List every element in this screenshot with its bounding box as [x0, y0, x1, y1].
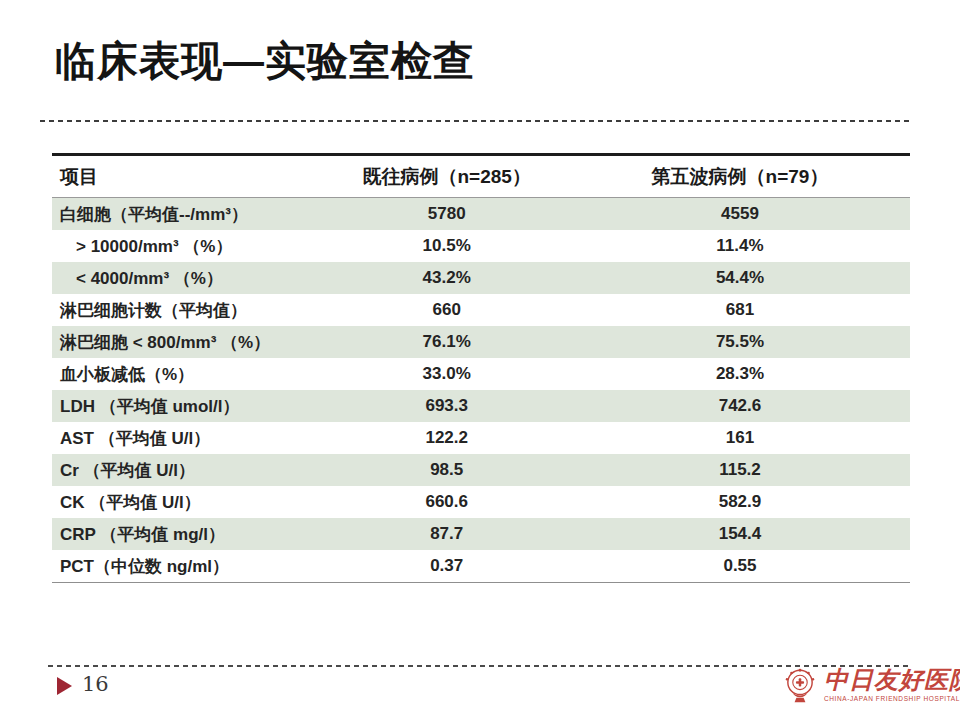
row-value-previous: 660.6 [323, 486, 570, 518]
table-row: CK （平均值 U/l） 660.6 582.9 [52, 486, 910, 518]
row-label: 血小板减低（%） [52, 358, 323, 390]
header-fifth-wave-cases: 第五波病例（n=79） [570, 155, 910, 198]
row-label: 白细胞（平均值--/mm³） [52, 198, 323, 231]
row-value-fifth-wave: 11.4% [570, 230, 910, 262]
row-label: CRP （平均值 mg/l） [52, 518, 323, 550]
row-value-fifth-wave: 681 [570, 294, 910, 326]
row-label: CK （平均值 U/l） [52, 486, 323, 518]
row-value-previous: 87.7 [323, 518, 570, 550]
table-row: AST （平均值 U/l） 122.2 161 [52, 422, 910, 454]
table-row: LDH （平均值 umol/l） 693.3 742.6 [52, 390, 910, 422]
row-value-fifth-wave: 115.2 [570, 454, 910, 486]
row-label: 淋巴细胞计数（平均值） [52, 294, 323, 326]
table-row: < 4000/mm³ （%） 43.2% 54.4% [52, 262, 910, 294]
row-label: 淋巴细胞 < 800/mm³ （%） [52, 326, 323, 358]
table-row: 血小板减低（%） 33.0% 28.3% [52, 358, 910, 390]
page-marker-triangle-icon [57, 677, 72, 695]
row-label: > 10000/mm³ （%） [52, 230, 323, 262]
row-label: PCT（中位数 ng/ml） [52, 550, 323, 583]
row-value-previous: 76.1% [323, 326, 570, 358]
row-value-fifth-wave: 742.6 [570, 390, 910, 422]
row-value-fifth-wave: 0.55 [570, 550, 910, 583]
header-item: 项目 [52, 155, 323, 198]
row-value-fifth-wave: 75.5% [570, 326, 910, 358]
row-value-fifth-wave: 582.9 [570, 486, 910, 518]
row-value-previous: 43.2% [323, 262, 570, 294]
row-value-fifth-wave: 28.3% [570, 358, 910, 390]
row-value-fifth-wave: 54.4% [570, 262, 910, 294]
row-value-fifth-wave: 154.4 [570, 518, 910, 550]
hospital-name-cn: 中日友好医院 [824, 667, 960, 693]
hospital-logo: 中日友好医院 CHINA-JAPAN FRIENDSHIP HOSPITAL [782, 667, 960, 705]
footer-divider-dashed-line [48, 665, 910, 667]
page-title: 临床表现—实验室检查 [55, 34, 475, 89]
hospital-emblem-icon [782, 667, 818, 705]
table-row: Cr （平均值 U/l） 98.5 115.2 [52, 454, 910, 486]
table-row: 淋巴细胞计数（平均值） 660 681 [52, 294, 910, 326]
hospital-name-en: CHINA-JAPAN FRIENDSHIP HOSPITAL [824, 695, 960, 702]
table-header-row: 项目 既往病例（n=285） 第五波病例（n=79） [52, 155, 910, 198]
row-label: AST （平均值 U/l） [52, 422, 323, 454]
row-value-previous: 693.3 [323, 390, 570, 422]
page-number: 16 [82, 672, 109, 696]
row-value-fifth-wave: 161 [570, 422, 910, 454]
row-value-previous: 5780 [323, 198, 570, 231]
row-value-previous: 122.2 [323, 422, 570, 454]
table-row: CRP （平均值 mg/l） 87.7 154.4 [52, 518, 910, 550]
row-label: < 4000/mm³ （%） [52, 262, 323, 294]
row-value-previous: 33.0% [323, 358, 570, 390]
row-value-previous: 10.5% [323, 230, 570, 262]
lab-results-table: 项目 既往病例（n=285） 第五波病例（n=79） 白细胞（平均值--/mm³… [52, 153, 910, 583]
row-label: Cr （平均值 U/l） [52, 454, 323, 486]
table-row: 淋巴细胞 < 800/mm³ （%） 76.1% 75.5% [52, 326, 910, 358]
row-value-fifth-wave: 4559 [570, 198, 910, 231]
header-previous-cases: 既往病例（n=285） [323, 155, 570, 198]
table-row: PCT（中位数 ng/ml） 0.37 0.55 [52, 550, 910, 583]
title-divider-dashed-line [40, 120, 913, 122]
table-row: > 10000/mm³ （%） 10.5% 11.4% [52, 230, 910, 262]
row-value-previous: 660 [323, 294, 570, 326]
row-value-previous: 98.5 [323, 454, 570, 486]
row-value-previous: 0.37 [323, 550, 570, 583]
row-label: LDH （平均值 umol/l） [52, 390, 323, 422]
table-row: 白细胞（平均值--/mm³） 5780 4559 [52, 198, 910, 231]
lab-table-body: 白细胞（平均值--/mm³） 5780 4559 > 10000/mm³ （%）… [52, 198, 910, 583]
